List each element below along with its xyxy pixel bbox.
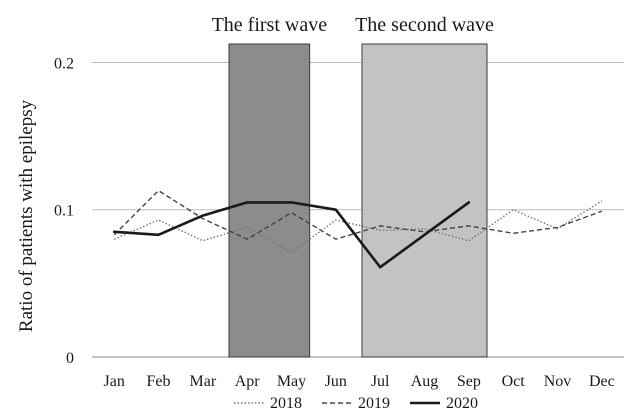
grid-layer <box>92 61 624 358</box>
legend-label-2020: 2020 <box>446 395 478 412</box>
x-tick-label: Sep <box>457 373 481 390</box>
x-tick-label: Oct <box>502 373 526 390</box>
x-tick-label: Mar <box>190 373 217 390</box>
series-line-2019 <box>113 189 603 240</box>
series-layer <box>112 189 603 269</box>
wave-band <box>361 43 488 358</box>
x-tick-label: Nov <box>544 373 572 390</box>
x-tick-label: Feb <box>147 373 171 390</box>
x-tick-label: Apr <box>235 373 261 390</box>
band-layer: The first wave The second wave <box>212 14 494 358</box>
series-line-2020 <box>112 201 471 269</box>
x-tick-label: Jun <box>325 373 347 390</box>
y-tick-label: 0 <box>66 350 74 367</box>
y-axis-title: Ratio of patients with epilepsy <box>16 99 37 332</box>
wave-band-label: The second wave <box>355 14 494 36</box>
wave-band-label: The first wave <box>212 14 328 36</box>
legend-label-2019: 2019 <box>358 395 390 412</box>
x-tick-label: Jan <box>104 373 125 390</box>
x-tick-label: Jul <box>371 373 390 390</box>
tick-layer: 0 0.1 0.2 Jan Feb Mar Apr May Jun Jul Aug Sep Oct Nov… <box>54 55 615 390</box>
x-tick-label: Aug <box>411 373 439 390</box>
x-tick-label: May <box>277 373 306 390</box>
x-tick-label: Dec <box>589 373 615 390</box>
legend-label-2018: 2018 <box>270 395 302 412</box>
wave-band <box>228 43 311 358</box>
y-tick-label: 0.1 <box>54 203 74 220</box>
legend: 2018 2019 2020 <box>234 395 478 412</box>
y-tick-label: 0.2 <box>54 55 74 72</box>
